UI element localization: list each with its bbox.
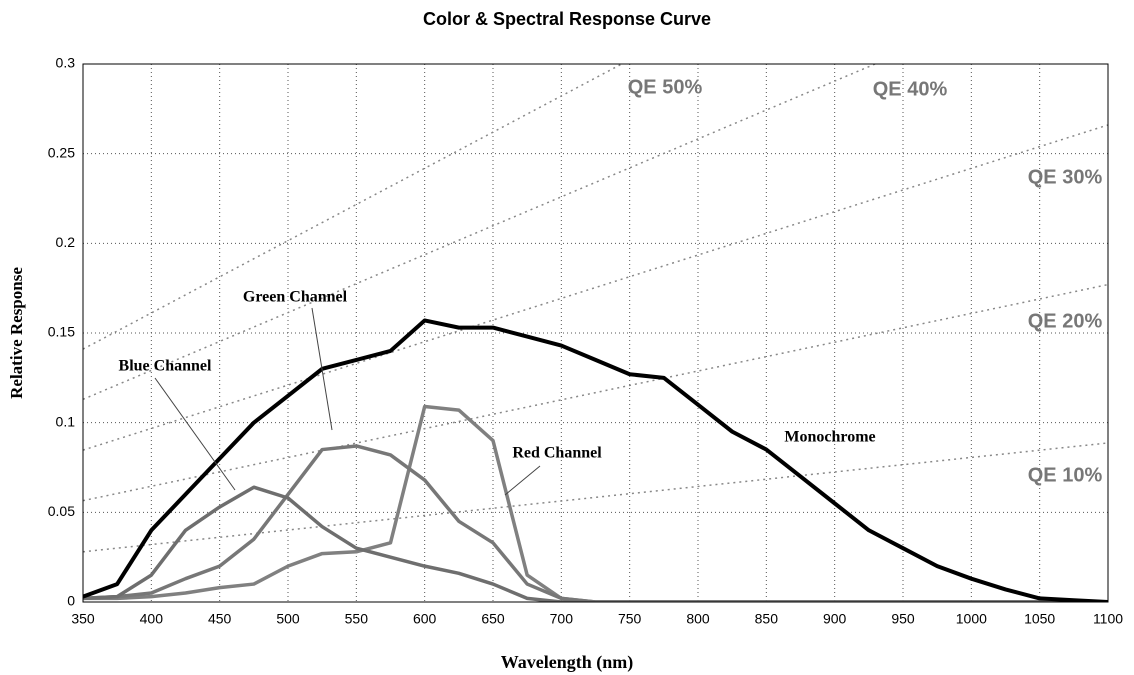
x-tick-label: 400: [140, 611, 164, 627]
series-line: [83, 485, 1108, 602]
series-label: Red Channel: [512, 445, 602, 462]
x-tick-label: 800: [686, 611, 710, 627]
x-tick-label: 850: [755, 611, 779, 627]
x-tick-label: 650: [481, 611, 505, 627]
plot-frame: [82, 63, 1109, 603]
y-tick-label: 0.25: [48, 144, 75, 160]
x-tick-label: 750: [618, 611, 642, 627]
qe-line: [83, 283, 1108, 502]
x-tick-label: 500: [276, 611, 300, 627]
y-tick-label: 0.1: [56, 413, 76, 429]
grid: [82, 63, 1109, 603]
y-tick-label: 0.2: [56, 234, 76, 250]
qe-lines: [83, 64, 1108, 553]
series-line: [83, 444, 1108, 602]
qe-label: QE 50%: [628, 76, 703, 98]
chart-title: Color & Spectral Response Curve: [423, 9, 711, 29]
leader-line: [154, 377, 236, 491]
y-tick-label: 0.3: [56, 55, 76, 71]
y-tick-label: 0.05: [48, 503, 75, 519]
series-lines: [83, 318, 1108, 602]
x-tick-label: 550: [345, 611, 369, 627]
x-tick-label: 700: [550, 611, 574, 627]
qe-label: QE 30%: [1028, 166, 1103, 188]
x-tick-label: 1050: [1024, 611, 1055, 627]
qe-label: QE 40%: [873, 78, 948, 100]
y-tick-label: 0.15: [48, 324, 75, 340]
x-axis-label: Wavelength (nm): [501, 652, 634, 673]
x-tick-label: 900: [823, 611, 847, 627]
y-tick-label: 0: [67, 593, 75, 609]
qe-line: [83, 124, 1108, 451]
x-tick-label: 1100: [1093, 611, 1123, 627]
leader-line: [504, 465, 541, 496]
series-line: [83, 404, 1108, 602]
qe-label: QE 20%: [1028, 310, 1103, 332]
qe-label: QE 10%: [1028, 464, 1103, 486]
qe-line: [83, 64, 624, 350]
leader-lines: [154, 307, 541, 496]
x-tick-label: 600: [413, 611, 437, 627]
series-label: Monochrome: [784, 429, 875, 446]
leader-line: [311, 307, 333, 431]
series-label: Blue Channel: [119, 358, 212, 375]
series-line: [83, 318, 1108, 602]
series-label: Green Channel: [243, 289, 348, 306]
x-tick-label: 450: [208, 611, 232, 627]
qe-line: [83, 442, 1108, 553]
y-axis-label: Relative Response: [7, 267, 26, 399]
x-tick-label: 1000: [956, 611, 987, 627]
x-tick-label: 350: [71, 611, 95, 627]
x-tick-label: 950: [891, 611, 915, 627]
qe-line: [83, 64, 877, 401]
